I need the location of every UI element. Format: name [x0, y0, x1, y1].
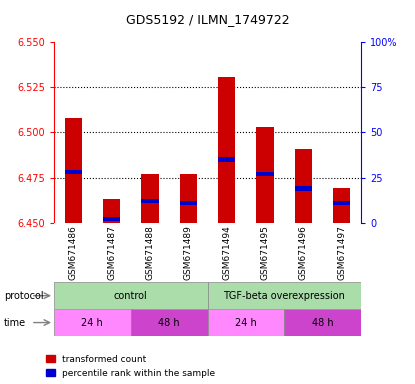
Bar	[103, 217, 120, 221]
Text: 24 h: 24 h	[235, 318, 257, 328]
Text: 24 h: 24 h	[81, 318, 103, 328]
Text: time: time	[4, 318, 26, 328]
Bar	[218, 157, 235, 162]
Text: 48 h: 48 h	[312, 318, 334, 328]
Text: TGF-beta overexpression: TGF-beta overexpression	[223, 291, 345, 301]
Bar	[180, 174, 197, 223]
Bar	[180, 200, 197, 205]
Bar	[54, 282, 208, 309]
Bar	[295, 149, 312, 223]
Text: 48 h: 48 h	[158, 318, 180, 328]
Legend: transformed count, percentile rank within the sample: transformed count, percentile rank withi…	[46, 355, 215, 377]
Bar	[131, 309, 208, 336]
Bar	[295, 186, 312, 191]
Text: protocol: protocol	[4, 291, 44, 301]
Bar	[256, 127, 274, 223]
Text: GSM671495: GSM671495	[261, 225, 270, 280]
Bar	[141, 174, 159, 223]
Bar	[218, 76, 235, 223]
Bar	[208, 309, 284, 336]
Text: GSM671496: GSM671496	[299, 225, 308, 280]
Text: GSM671486: GSM671486	[68, 225, 78, 280]
Text: GDS5192 / ILMN_1749722: GDS5192 / ILMN_1749722	[126, 13, 289, 26]
Text: GSM671488: GSM671488	[145, 225, 154, 280]
Bar	[103, 199, 120, 223]
Bar	[256, 172, 274, 176]
Text: GSM671497: GSM671497	[337, 225, 347, 280]
Text: GSM671494: GSM671494	[222, 225, 231, 280]
Text: control: control	[114, 291, 148, 301]
Bar	[333, 200, 351, 205]
Bar	[141, 199, 159, 203]
Bar	[333, 189, 351, 223]
Bar	[208, 282, 361, 309]
Bar	[64, 118, 82, 223]
Text: GSM671487: GSM671487	[107, 225, 116, 280]
Text: GSM671489: GSM671489	[184, 225, 193, 280]
Bar	[54, 309, 131, 336]
Bar	[64, 170, 82, 174]
Bar	[284, 309, 361, 336]
